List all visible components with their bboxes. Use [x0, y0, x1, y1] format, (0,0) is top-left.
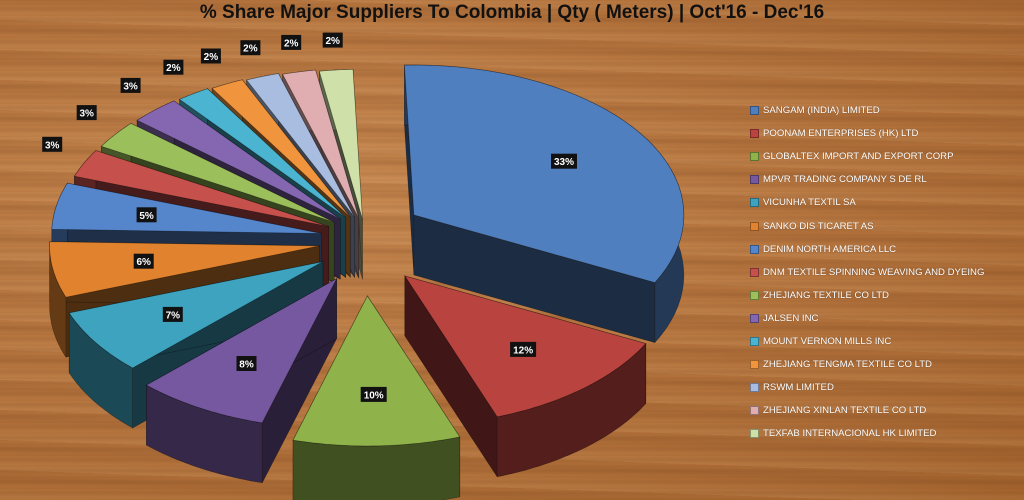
legend-swatch	[750, 106, 759, 116]
legend-label: ZHEJIANG XINLAN TEXTILE CO LTD	[763, 405, 927, 417]
legend-item: TEXFAB INTERNACIONAL HK LIMITED	[750, 422, 1020, 445]
slice-label-bg-4	[236, 356, 257, 371]
legend-swatch	[750, 360, 759, 370]
legend-label: VICUNHA TEXTIL SA	[763, 197, 856, 209]
slice-label-bg-9	[76, 105, 97, 121]
slice-label-10: 3%	[123, 81, 138, 92]
legend-label: RSWM LIMITED	[763, 382, 834, 394]
legend-swatch	[750, 198, 759, 208]
slice-label-bg-8	[42, 136, 63, 152]
legend-swatch	[750, 267, 759, 277]
slice-label-bg-6	[133, 253, 154, 269]
legend-item: SANKO DIS TICARET AS	[750, 214, 1020, 237]
slice-label-bg-3	[360, 386, 387, 402]
slice-label-bg-5	[162, 306, 183, 322]
legend-item: MOUNT VERNON MILLS INC	[750, 330, 1020, 353]
chart-title: % Share Major Suppliers To Colombia | Qt…	[199, 2, 825, 23]
legend-label: POONAM ENTERPRISES (HK) LTD	[763, 128, 919, 140]
slice-label-15: 2%	[325, 36, 340, 47]
slice-label-13: 2%	[243, 44, 258, 55]
slice-label-14: 2%	[284, 38, 299, 49]
legend-label: JALSEN INC	[763, 312, 819, 324]
legend-item: DENIM NORTH AMERICA LLC	[750, 238, 1020, 261]
legend-swatch	[750, 336, 759, 346]
slice-label-bg-12	[200, 48, 221, 64]
legend-item: VICUNHA TEXTIL SA	[750, 191, 1020, 214]
legend-item: DNM TEXTILE SPINNING WEAVING AND DYEING	[750, 261, 1020, 284]
legend-item: ZHEJIANG XINLAN TEXTILE CO LTD	[750, 399, 1020, 422]
legend-swatch	[750, 221, 759, 231]
legend-item: JALSEN INC	[750, 307, 1020, 330]
legend-swatch	[750, 129, 759, 139]
slice-label-bg-15	[322, 32, 343, 48]
slice-label-9: 3%	[79, 109, 94, 120]
legend-swatch	[750, 175, 759, 185]
slice-label-bg-13	[240, 40, 261, 56]
slice-label-12: 2%	[204, 52, 219, 63]
legend-label: MOUNT VERNON MILLS INC	[763, 335, 892, 347]
legend-item: ZHEJIANG TEXTILE CO LTD	[750, 284, 1020, 307]
slice-label-5: 7%	[166, 310, 181, 321]
legend-label: DNM TEXTILE SPINNING WEAVING AND DYEING	[763, 266, 985, 278]
pie-slice-1	[404, 64, 685, 344]
legend: SANGAM (INDIA) LIMITED POONAM ENTERPRISES…	[750, 99, 1020, 445]
legend-swatch	[750, 244, 759, 254]
legend-swatch	[750, 313, 759, 323]
legend-item: POONAM ENTERPRISES (HK) LTD	[750, 122, 1020, 145]
legend-item: ZHEJIANG TENGMA TEXTILE CO LTD	[750, 353, 1020, 376]
legend-label: TEXFAB INTERNACIONAL HK LIMITED	[763, 428, 937, 440]
slice-label-3: 10%	[364, 390, 384, 401]
slice-label-11: 2%	[166, 63, 181, 74]
legend-item: GLOBALTEX IMPORT AND EXPORT CORP	[750, 145, 1020, 168]
legend-item: SANGAM (INDIA) LIMITED	[750, 99, 1020, 122]
legend-label: SANKO DIS TICARET AS	[763, 220, 874, 232]
slice-label-bg-11	[163, 59, 184, 75]
legend-label: GLOBALTEX IMPORT AND EXPORT CORP	[763, 151, 954, 163]
slice-label-bg-14	[281, 34, 302, 50]
slice-label-6: 6%	[136, 257, 151, 268]
slice-label-bg-7	[136, 207, 157, 223]
slice-label-1: 33%	[554, 157, 574, 168]
legend-item: MPVR TRADING COMPANY S DE RL	[750, 168, 1020, 191]
slice-label-bg-10	[120, 77, 141, 93]
legend-swatch	[750, 406, 759, 416]
legend-label: ZHEJIANG TENGMA TEXTILE CO LTD	[763, 359, 932, 371]
legend-label: ZHEJIANG TEXTILE CO LTD	[763, 289, 889, 301]
legend-swatch	[750, 290, 759, 300]
slice-label-4: 8%	[239, 360, 254, 371]
legend-swatch	[750, 383, 759, 393]
legend-label: MPVR TRADING COMPANY S DE RL	[763, 174, 927, 186]
legend-item: RSWM LIMITED	[750, 376, 1020, 399]
legend-swatch	[750, 152, 759, 162]
legend-swatch	[750, 429, 759, 439]
slice-label-bg-1	[551, 153, 577, 169]
legend-label: DENIM NORTH AMERICA LLC	[763, 243, 897, 255]
slice-label-2: 12%	[513, 345, 533, 356]
slice-label-bg-2	[510, 341, 537, 357]
legend-label: SANGAM (INDIA) LIMITED	[763, 105, 880, 117]
slice-label-8: 3%	[45, 140, 60, 151]
pie-slice-3	[292, 294, 461, 500]
slice-label-7: 5%	[139, 211, 154, 222]
